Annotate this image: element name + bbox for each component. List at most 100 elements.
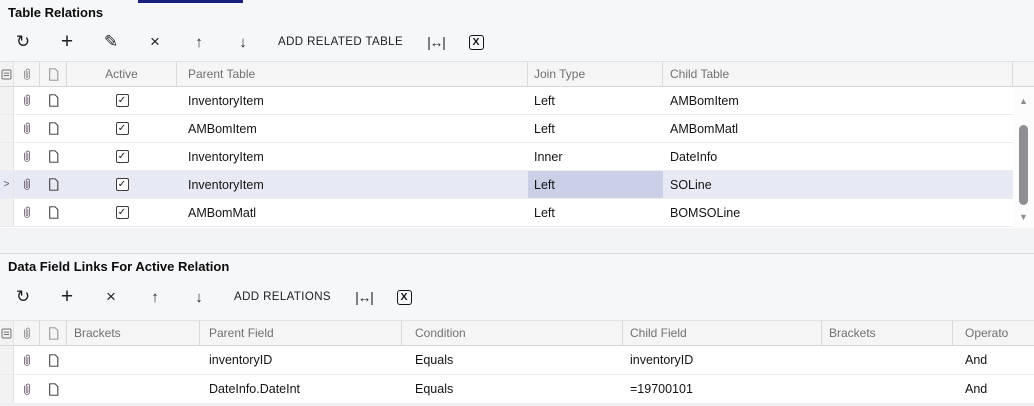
delete-row-icon[interactable]: × bbox=[133, 29, 177, 55]
paperclip-icon[interactable] bbox=[14, 199, 40, 226]
move-up-icon[interactable]: ↑ bbox=[133, 284, 177, 310]
table-row-inventoryitem-dateinfo[interactable]: ✓ InventoryItem Inner DateInfo bbox=[0, 143, 1034, 171]
column-header-child-field[interactable]: Child Field bbox=[623, 321, 822, 345]
link-row-inventoryid[interactable]: inventoryID Equals inventoryID And bbox=[0, 346, 1034, 375]
column-header-active[interactable]: Active bbox=[67, 62, 177, 86]
cell-join-type-active[interactable]: Left bbox=[528, 171, 663, 198]
bottom-edge bbox=[0, 404, 1034, 406]
column-header-parent-field[interactable]: Parent Field bbox=[200, 321, 402, 345]
cell-condition[interactable]: Equals bbox=[415, 353, 454, 367]
note-icon[interactable] bbox=[40, 171, 67, 198]
move-up-icon[interactable]: ↑ bbox=[177, 29, 221, 55]
paperclip-icon[interactable] bbox=[14, 87, 40, 114]
cell-child-table[interactable]: AMBomItem bbox=[670, 93, 739, 108]
active-checkbox[interactable]: ✓ bbox=[67, 87, 177, 114]
vertical-scrollbar[interactable]: ▲ ▼ bbox=[1013, 87, 1034, 228]
add-related-table-button[interactable]: ADD RELATED TABLE bbox=[265, 29, 416, 55]
fit-width-icon[interactable]: |↔| bbox=[344, 284, 384, 310]
note-column-document-icon[interactable] bbox=[40, 321, 67, 345]
note-icon[interactable] bbox=[40, 375, 67, 403]
add-row-icon[interactable]: + bbox=[45, 29, 89, 55]
table-row-inventoryitem-soline-selected[interactable]: > ✓ InventoryItem Left SOLine bbox=[0, 171, 1034, 199]
delete-row-icon[interactable]: × bbox=[89, 284, 133, 310]
cell-operator[interactable]: And bbox=[965, 382, 988, 396]
column-header-operator[interactable]: Operato bbox=[965, 326, 1009, 340]
cell-child-table[interactable]: DateInfo bbox=[670, 149, 718, 164]
cell-parent-table[interactable]: InventoryItem bbox=[188, 177, 264, 192]
note-icon[interactable] bbox=[40, 199, 67, 226]
cell-parent-table[interactable]: AMBomMatl bbox=[188, 205, 257, 220]
table-row-inventoryitem-ambomitem[interactable]: ✓ InventoryItem Left AMBomItem bbox=[0, 87, 1034, 115]
cell-join-type[interactable]: Left bbox=[534, 93, 555, 108]
table-relations-title: Table Relations bbox=[8, 5, 104, 20]
table-relations-grid: Active Parent Table Join Type Child Tabl… bbox=[0, 61, 1034, 228]
refresh-icon[interactable]: ↻ bbox=[1, 284, 45, 310]
column-header-brackets[interactable]: Brackets bbox=[67, 321, 200, 345]
cell-child-field[interactable]: =19700101 bbox=[630, 382, 693, 396]
active-checkbox[interactable]: ✓ bbox=[67, 115, 177, 142]
grid-settings-icon[interactable] bbox=[0, 62, 14, 86]
paperclip-icon[interactable] bbox=[14, 375, 40, 403]
cell-brackets-2[interactable] bbox=[822, 346, 953, 374]
cell-parent-table[interactable]: InventoryItem bbox=[188, 93, 264, 108]
panel-divider bbox=[0, 228, 1034, 254]
row-indicator bbox=[0, 143, 14, 170]
note-column-document-icon[interactable] bbox=[40, 62, 67, 86]
column-header-parent-table[interactable]: Parent Table bbox=[177, 62, 528, 86]
add-relations-button[interactable]: ADD RELATIONS bbox=[221, 284, 344, 310]
column-header-condition[interactable]: Condition bbox=[402, 321, 623, 345]
cell-parent-table[interactable]: InventoryItem bbox=[188, 149, 264, 164]
paperclip-icon[interactable] bbox=[14, 143, 40, 170]
add-row-icon[interactable]: + bbox=[45, 284, 89, 310]
move-down-icon[interactable]: ↓ bbox=[221, 29, 265, 55]
cell-child-table[interactable]: AMBomMatl bbox=[670, 121, 739, 136]
cell-child-table[interactable]: SOLine bbox=[670, 177, 712, 192]
cell-brackets[interactable] bbox=[67, 375, 200, 403]
column-header-child-table[interactable]: Child Table bbox=[663, 62, 1013, 86]
data-field-links-grid-header: Brackets Parent Field Condition Child Fi… bbox=[0, 321, 1034, 346]
scroll-up-icon[interactable]: ▲ bbox=[1019, 96, 1028, 106]
cell-parent-field[interactable]: inventoryID bbox=[209, 353, 273, 367]
note-icon[interactable] bbox=[40, 346, 67, 374]
fit-width-icon[interactable]: |↔| bbox=[416, 29, 456, 55]
cell-brackets-2[interactable] bbox=[822, 375, 953, 403]
paperclip-icon[interactable] bbox=[14, 346, 40, 374]
refresh-icon[interactable]: ↻ bbox=[1, 29, 45, 55]
cell-condition[interactable]: Equals bbox=[415, 382, 454, 396]
cell-operator[interactable]: And bbox=[965, 353, 988, 367]
cell-join-type[interactable]: Left bbox=[534, 121, 555, 136]
active-checkbox[interactable]: ✓ bbox=[67, 199, 177, 226]
grid-settings-icon[interactable] bbox=[0, 321, 14, 345]
paperclip-icon[interactable] bbox=[14, 115, 40, 142]
move-down-icon[interactable]: ↓ bbox=[177, 284, 221, 310]
cell-parent-table[interactable]: AMBomItem bbox=[188, 121, 257, 136]
table-relations-toolbar: ↻ + ✎ × ↑ ↓ ADD RELATED TABLE |↔| X bbox=[0, 27, 1034, 57]
attachment-column-paperclip-icon[interactable] bbox=[14, 62, 40, 86]
attachment-column-paperclip-icon[interactable] bbox=[14, 321, 40, 345]
row-indicator bbox=[0, 346, 14, 374]
export-excel-icon[interactable]: X bbox=[384, 284, 424, 310]
cell-child-table[interactable]: BOMSOLine bbox=[670, 205, 741, 220]
export-excel-icon[interactable]: X bbox=[456, 29, 496, 55]
active-tab-underline bbox=[138, 0, 243, 3]
scroll-down-icon[interactable]: ▼ bbox=[1019, 212, 1028, 222]
column-header-brackets-2[interactable]: Brackets bbox=[822, 321, 953, 345]
table-row-ambomitem-ambommatl[interactable]: ✓ AMBomItem Left AMBomMatl bbox=[0, 115, 1034, 143]
cell-brackets[interactable] bbox=[67, 346, 200, 374]
note-icon[interactable] bbox=[40, 115, 67, 142]
note-icon[interactable] bbox=[40, 143, 67, 170]
note-icon[interactable] bbox=[40, 87, 67, 114]
row-indicator bbox=[0, 375, 14, 403]
link-row-dateinfo-dateint[interactable]: DateInfo.DateInt Equals =19700101 And bbox=[0, 375, 1034, 404]
cell-child-field[interactable]: inventoryID bbox=[630, 353, 694, 367]
table-row-ambommatl-bomsoline[interactable]: ✓ AMBomMatl Left BOMSOLine bbox=[0, 199, 1034, 227]
active-checkbox[interactable]: ✓ bbox=[67, 143, 177, 170]
column-header-join-type[interactable]: Join Type bbox=[528, 62, 663, 86]
edit-pencil-icon[interactable]: ✎ bbox=[89, 29, 133, 55]
scrollbar-thumb[interactable] bbox=[1019, 125, 1028, 205]
active-checkbox[interactable]: ✓ bbox=[67, 171, 177, 198]
cell-parent-field[interactable]: DateInfo.DateInt bbox=[209, 382, 301, 396]
cell-join-type[interactable]: Inner bbox=[534, 149, 563, 164]
cell-join-type[interactable]: Left bbox=[534, 205, 555, 220]
paperclip-icon[interactable] bbox=[14, 171, 40, 198]
